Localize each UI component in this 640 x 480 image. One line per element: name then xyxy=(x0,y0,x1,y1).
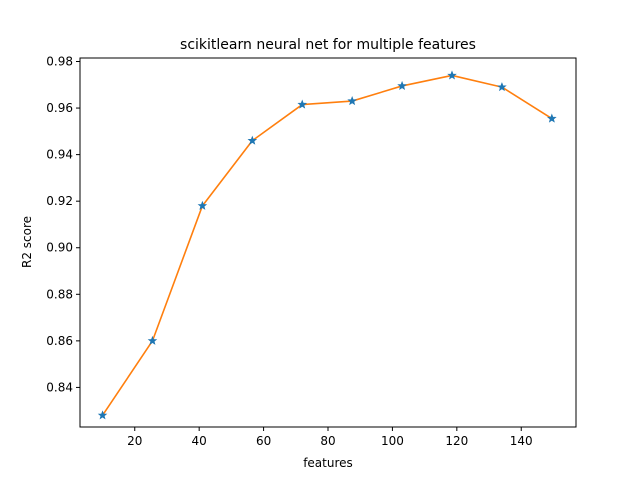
data-point-star xyxy=(497,82,507,92)
x-axis-label: features xyxy=(303,456,353,470)
y-tick-label: 0.94 xyxy=(46,148,73,162)
x-tick-label: 100 xyxy=(381,434,404,448)
plot-area xyxy=(80,58,576,427)
y-tick-label: 0.84 xyxy=(46,380,73,394)
y-tick-label: 0.98 xyxy=(46,54,73,68)
series-layer xyxy=(97,70,557,420)
x-tick-label: 120 xyxy=(445,434,468,448)
y-tick-label: 0.92 xyxy=(46,194,73,208)
x-tick-label: 20 xyxy=(127,434,142,448)
y-axis-ticks: 0.84 0.86 0.88 0.90 0.92 0.94 0.96 0.98 xyxy=(46,54,80,394)
series-line xyxy=(101,74,553,416)
y-tick-label: 0.90 xyxy=(46,241,73,255)
x-axis-ticks: 20 40 60 80 100 120 140 xyxy=(127,427,533,448)
data-point-star xyxy=(347,96,357,106)
y-tick-label: 0.88 xyxy=(46,287,73,301)
data-point-star xyxy=(397,80,407,91)
data-point-star xyxy=(147,335,158,345)
x-tick-label: 80 xyxy=(320,434,335,448)
y-tick-label: 0.96 xyxy=(46,101,73,115)
data-point-star xyxy=(297,99,308,109)
x-tick-label: 140 xyxy=(510,434,533,448)
data-point-star xyxy=(547,113,557,123)
data-point-star xyxy=(197,200,208,210)
data-point-star xyxy=(97,410,108,420)
data-point-star xyxy=(247,135,258,145)
data-point-star xyxy=(447,70,457,80)
x-tick-label: 40 xyxy=(192,434,207,448)
x-tick-label: 60 xyxy=(256,434,271,448)
y-tick-label: 0.86 xyxy=(46,334,73,348)
chart-title: scikitlearn neural net for multiple feat… xyxy=(180,37,476,53)
y-axis-label: R2 score xyxy=(20,216,34,268)
